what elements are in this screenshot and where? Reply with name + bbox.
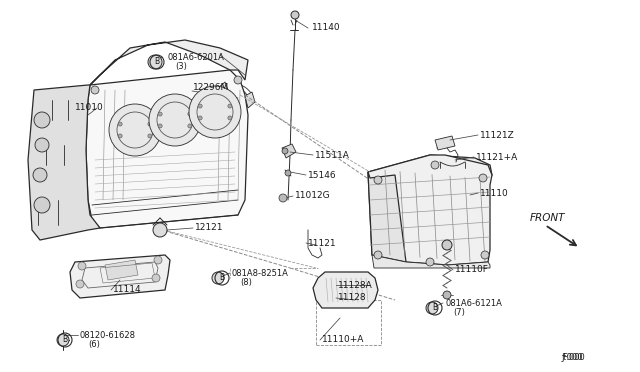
Polygon shape: [86, 70, 248, 228]
Polygon shape: [368, 172, 406, 262]
Circle shape: [426, 302, 438, 314]
Circle shape: [228, 104, 232, 108]
Text: 081A6-6201A: 081A6-6201A: [167, 52, 224, 61]
Text: B: B: [432, 302, 437, 311]
Circle shape: [148, 122, 152, 126]
Text: 11114: 11114: [113, 285, 141, 295]
Circle shape: [57, 334, 69, 346]
Polygon shape: [368, 155, 492, 265]
Polygon shape: [105, 260, 138, 280]
Circle shape: [148, 134, 152, 138]
Polygon shape: [70, 255, 170, 298]
Circle shape: [228, 116, 232, 120]
Circle shape: [76, 280, 84, 288]
Text: (3): (3): [175, 62, 187, 71]
Text: 11012G: 11012G: [295, 192, 331, 201]
Circle shape: [374, 251, 382, 259]
Text: 081A8-8251A: 081A8-8251A: [232, 269, 289, 278]
Text: 11110+A: 11110+A: [322, 336, 364, 344]
Text: 11110F: 11110F: [455, 266, 489, 275]
Polygon shape: [435, 136, 455, 150]
Text: 12121: 12121: [195, 224, 223, 232]
Text: 11110: 11110: [480, 189, 509, 198]
Circle shape: [234, 76, 242, 84]
Circle shape: [285, 170, 291, 176]
Text: 11010: 11010: [75, 103, 104, 112]
Text: B: B: [154, 57, 159, 65]
Circle shape: [35, 138, 49, 152]
Text: 11140: 11140: [312, 23, 340, 32]
Circle shape: [118, 122, 122, 126]
Polygon shape: [313, 272, 378, 308]
Polygon shape: [28, 85, 100, 240]
Text: 11511A: 11511A: [315, 151, 350, 160]
Circle shape: [118, 134, 122, 138]
Polygon shape: [245, 92, 255, 108]
Circle shape: [374, 176, 382, 184]
Circle shape: [481, 251, 489, 259]
Circle shape: [291, 11, 299, 19]
Circle shape: [198, 104, 202, 108]
Text: B: B: [62, 334, 67, 343]
Text: 11128A: 11128A: [338, 280, 372, 289]
Circle shape: [443, 291, 451, 299]
Circle shape: [91, 86, 99, 94]
Polygon shape: [368, 155, 492, 180]
Circle shape: [149, 94, 201, 146]
Circle shape: [153, 223, 167, 237]
Circle shape: [33, 168, 47, 182]
Circle shape: [431, 161, 439, 169]
Text: 11121+A: 11121+A: [476, 153, 518, 161]
Circle shape: [148, 55, 162, 69]
Text: 11128: 11128: [338, 294, 367, 302]
Polygon shape: [218, 82, 228, 96]
Circle shape: [158, 124, 162, 128]
Text: 081A6-6121A: 081A6-6121A: [445, 298, 502, 308]
Text: 15146: 15146: [308, 170, 337, 180]
Circle shape: [152, 274, 160, 282]
Circle shape: [34, 197, 50, 213]
Circle shape: [188, 112, 192, 116]
Circle shape: [34, 112, 50, 128]
Text: 11121: 11121: [308, 238, 337, 247]
Circle shape: [189, 86, 241, 138]
Circle shape: [479, 174, 487, 182]
Text: ƒ:000: ƒ:000: [562, 353, 584, 362]
Circle shape: [188, 124, 192, 128]
Circle shape: [212, 272, 224, 284]
Circle shape: [158, 112, 162, 116]
Circle shape: [279, 194, 287, 202]
Polygon shape: [372, 255, 490, 268]
Text: (6): (6): [88, 340, 100, 350]
Text: (7): (7): [453, 308, 465, 317]
Circle shape: [426, 258, 434, 266]
Polygon shape: [282, 144, 296, 158]
Text: FRONT: FRONT: [530, 213, 566, 223]
Text: 12296M: 12296M: [193, 83, 229, 93]
Text: F:000: F:000: [562, 353, 585, 362]
Circle shape: [154, 256, 162, 264]
Text: (8): (8): [240, 279, 252, 288]
Text: 08120-61628: 08120-61628: [80, 330, 136, 340]
Bar: [316, 300, 381, 345]
Circle shape: [282, 148, 288, 154]
Text: B: B: [219, 273, 224, 282]
Circle shape: [78, 262, 86, 270]
Polygon shape: [90, 40, 248, 85]
Text: 11121Z: 11121Z: [480, 131, 515, 140]
Circle shape: [442, 240, 452, 250]
Circle shape: [109, 104, 161, 156]
Circle shape: [198, 116, 202, 120]
